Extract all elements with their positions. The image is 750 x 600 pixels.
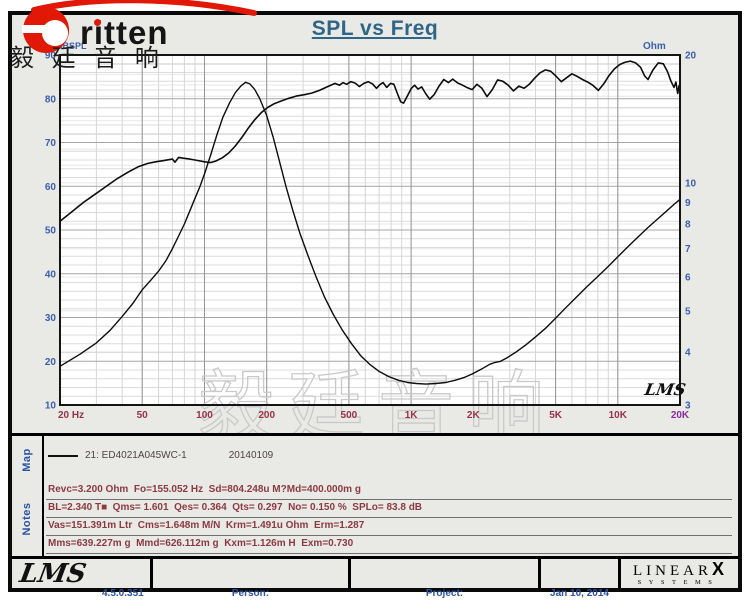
x-tick-label: 100: [196, 410, 213, 421]
y-right-tick-label: 3: [685, 401, 691, 412]
footer-divider: [348, 559, 351, 588]
x-tick-label: 1K: [405, 410, 419, 421]
plot-border: [59, 54, 681, 406]
legend-curve-name: 21: ED4021A045WC-1: [85, 450, 187, 461]
x-tick-label: 200: [258, 410, 275, 421]
notes-line-2: BL=2.340 T■ Qms= 1.601 Qes= 0.364 Qts= 0…: [46, 502, 732, 518]
impedance-curve: [59, 81, 681, 385]
footer-divider: [618, 559, 621, 588]
linearx-systems-text: SYSTEMS: [637, 579, 720, 586]
map-side-strip: Map: [12, 436, 44, 483]
lms-footer-logo: LMS: [17, 559, 89, 589]
linearx-x-text: X: [711, 559, 724, 579]
logo-red-dot-icon: [94, 19, 101, 26]
eritten-swoosh-icon: [22, 0, 257, 53]
x-tick-label: 10K: [609, 410, 628, 421]
x-tick-label: 2K: [467, 410, 481, 421]
legend-curve-date: 20140109: [228, 450, 274, 461]
project-label: Project:: [425, 588, 464, 599]
y-right-tick-label: 9: [685, 198, 691, 209]
y-right-tick-label: 20: [685, 51, 697, 62]
notes-line-4: Mms=639.227m g Mmd=626.112m g Kxm=1.126m…: [46, 538, 732, 554]
y-right-tick-label: 5: [685, 306, 691, 317]
person-company-cell: Person: Company:: [153, 561, 348, 600]
y-left-tick-label: 70: [45, 138, 57, 149]
y-left-tick-label: 50: [45, 226, 57, 237]
left-axis-unit-label: dBSPL: [57, 41, 87, 51]
right-axis-unit-label: Ohm: [643, 41, 666, 52]
spl-curve: [59, 60, 681, 222]
brand-chinese-text: 毅 廷 音 响: [10, 44, 164, 72]
y-left-tick-label: 10: [45, 401, 57, 412]
y-right-tick-label: 8: [685, 220, 691, 231]
datetime-cell: Jan 10, 2014 Fri 5:29 pm: [541, 561, 618, 600]
linearx-linear-text: LINEAR: [632, 563, 712, 579]
notes-section-label: Notes: [21, 501, 33, 536]
legend-line-swatch: [48, 454, 78, 457]
notes-line-3: Vas=151.391m Ltr Cms=1.648m M/N Krm=1.49…: [46, 520, 732, 536]
y-left-tick-label: 80: [45, 94, 57, 105]
y-left-tick-label: 20: [45, 357, 57, 368]
linearx-logo: LINEARX SYSTEMS: [621, 559, 736, 587]
person-label: Person:: [231, 588, 270, 599]
project-file-cell: Project: File: ED4021A045WC-1 20140109.l…: [351, 561, 538, 600]
date-text: Jan 10, 2014: [550, 588, 609, 599]
footer-divider: [538, 559, 541, 588]
x-tick-label: 50: [137, 410, 149, 421]
notes-line-1: Revc=3.200 Ohm Fo=155.052 Hz Sd=804.248u…: [46, 484, 732, 500]
y-left-tick-label: 90: [45, 51, 57, 62]
title-bar: SPL vs Freq: [0, 17, 750, 41]
version-text: 4.5.0.351: [102, 588, 144, 599]
y-right-tick-label: 4: [685, 347, 691, 358]
x-tick-label: 20 Hz: [58, 410, 84, 421]
y-left-tick-label: 30: [45, 313, 57, 324]
map-section-label: Map: [21, 447, 33, 472]
notes-side-strip: Notes: [12, 481, 44, 556]
lms-plot-logo: LMS: [643, 380, 688, 399]
map-section: Map 21: ED4021A045WC-1 20140109: [12, 433, 738, 486]
x-tick-label: 5K: [549, 410, 563, 421]
x-tick-label: 500: [341, 410, 358, 421]
y-left-tick-label: 40: [45, 269, 57, 280]
y-right-tick-label: 10: [685, 178, 697, 189]
page-title: SPL vs Freq: [311, 17, 439, 40]
y-right-tick-label: 6: [685, 273, 691, 284]
y-right-tick-label: 7: [685, 244, 691, 255]
footer-divider: [150, 559, 153, 588]
x-tick-label: 20K: [671, 410, 690, 421]
curve-legend: 21: ED4021A045WC-1 20140109: [48, 450, 273, 461]
notes-section: Notes Revc=3.200 Ohm Fo=155.052 Hz Sd=80…: [12, 481, 738, 559]
y-left-tick-label: 60: [45, 182, 57, 193]
